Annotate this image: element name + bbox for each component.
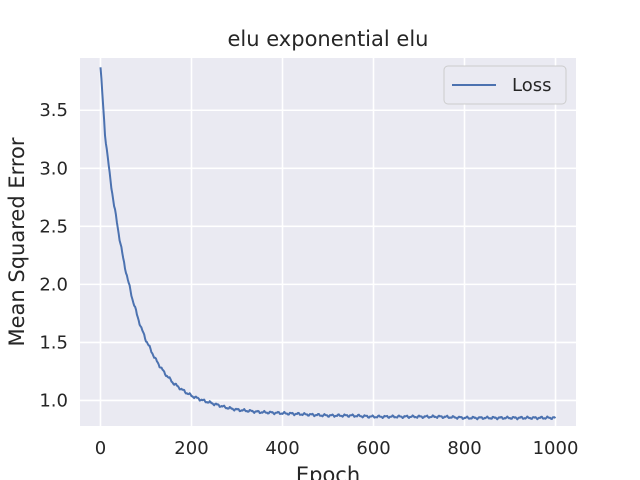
plot-area — [80, 58, 576, 426]
y-axis-label: Mean Squared Error — [5, 137, 29, 346]
y-tick-label: 2.5 — [39, 216, 68, 237]
y-tick-label: 1.0 — [39, 390, 68, 411]
tick-labels: 0 200 400 600 800 1000 1.0 1.5 2.0 2.5 3.0 3.5 — [39, 100, 578, 459]
series-line-loss — [99, 67, 557, 421]
legend-label-loss: Loss — [512, 75, 551, 96]
y-tick-label: 2.0 — [39, 274, 68, 295]
series-layer — [99, 67, 557, 421]
y-tick-label: 1.5 — [39, 332, 68, 353]
legend-box — [443, 65, 567, 105]
x-tick-label: 1000 — [533, 438, 579, 459]
chart-title: elu exponential elu — [228, 27, 429, 51]
y-tick-label: 3.5 — [39, 100, 68, 121]
x-tick-label: 400 — [265, 438, 299, 459]
x-tick-label: 800 — [447, 438, 481, 459]
x-tick-label: 0 — [95, 438, 106, 459]
y-tick-label: 3.0 — [39, 158, 68, 179]
x-tick-label: 600 — [356, 438, 390, 459]
legend: Loss — [443, 65, 567, 105]
x-axis-label: Epoch — [296, 463, 360, 480]
x-tick-label: 200 — [174, 438, 208, 459]
grid — [80, 58, 576, 426]
